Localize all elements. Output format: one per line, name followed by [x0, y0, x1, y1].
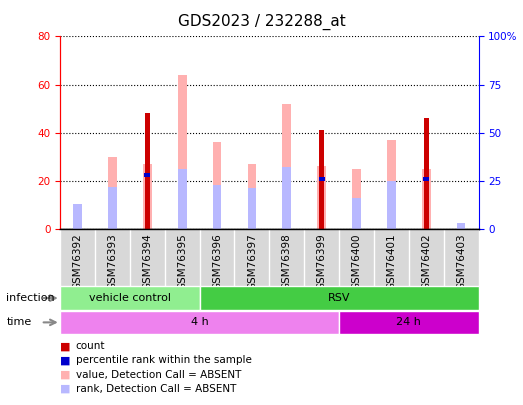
Bar: [178, 169, 187, 229]
Text: GSM76400: GSM76400: [351, 233, 361, 290]
Bar: [352, 198, 361, 229]
Text: rank, Detection Call = ABSENT: rank, Detection Call = ABSENT: [76, 384, 236, 394]
Text: ■: ■: [60, 370, 71, 379]
Text: GSM76394: GSM76394: [142, 233, 152, 290]
Text: vehicle control: vehicle control: [89, 293, 171, 303]
Bar: [320, 130, 324, 229]
Text: 4 h: 4 h: [191, 318, 209, 327]
Bar: [108, 157, 117, 229]
Text: GSM76398: GSM76398: [282, 233, 292, 290]
Bar: [282, 104, 291, 229]
Bar: [387, 140, 396, 229]
Text: infection: infection: [6, 293, 55, 303]
Text: GSM76393: GSM76393: [107, 233, 118, 290]
Bar: [144, 173, 150, 177]
Bar: [213, 185, 221, 229]
Text: RSV: RSV: [328, 293, 350, 303]
Text: ■: ■: [60, 356, 71, 365]
Bar: [422, 169, 430, 229]
Text: percentile rank within the sample: percentile rank within the sample: [76, 356, 252, 365]
Text: value, Detection Call = ABSENT: value, Detection Call = ABSENT: [76, 370, 241, 379]
Bar: [200, 286, 479, 310]
Bar: [247, 164, 256, 229]
Bar: [247, 188, 256, 229]
Text: count: count: [76, 341, 105, 351]
Text: GDS2023 / 232288_at: GDS2023 / 232288_at: [178, 14, 345, 30]
Bar: [424, 118, 428, 229]
Text: 24 h: 24 h: [396, 318, 421, 327]
Text: GSM76396: GSM76396: [212, 233, 222, 290]
Bar: [423, 177, 429, 181]
Text: time: time: [6, 318, 31, 327]
Bar: [352, 169, 361, 229]
Bar: [145, 113, 150, 229]
Bar: [60, 286, 200, 310]
Bar: [282, 167, 291, 229]
Text: GSM76392: GSM76392: [73, 233, 83, 290]
Text: ■: ■: [60, 384, 71, 394]
Text: GSM76397: GSM76397: [247, 233, 257, 290]
Text: GSM76399: GSM76399: [316, 233, 327, 290]
Text: GSM76395: GSM76395: [177, 233, 187, 290]
Bar: [339, 311, 479, 334]
Text: GSM76402: GSM76402: [421, 233, 431, 290]
Bar: [60, 311, 339, 334]
Bar: [319, 177, 325, 181]
Bar: [457, 223, 465, 229]
Bar: [317, 166, 326, 229]
Bar: [143, 164, 152, 229]
Text: GSM76401: GSM76401: [386, 233, 396, 290]
Text: GSM76403: GSM76403: [456, 233, 466, 290]
Bar: [108, 186, 117, 229]
Bar: [73, 205, 82, 229]
Bar: [213, 142, 221, 229]
Text: ■: ■: [60, 341, 71, 351]
Bar: [73, 204, 82, 229]
Bar: [178, 75, 187, 229]
Bar: [387, 181, 396, 229]
